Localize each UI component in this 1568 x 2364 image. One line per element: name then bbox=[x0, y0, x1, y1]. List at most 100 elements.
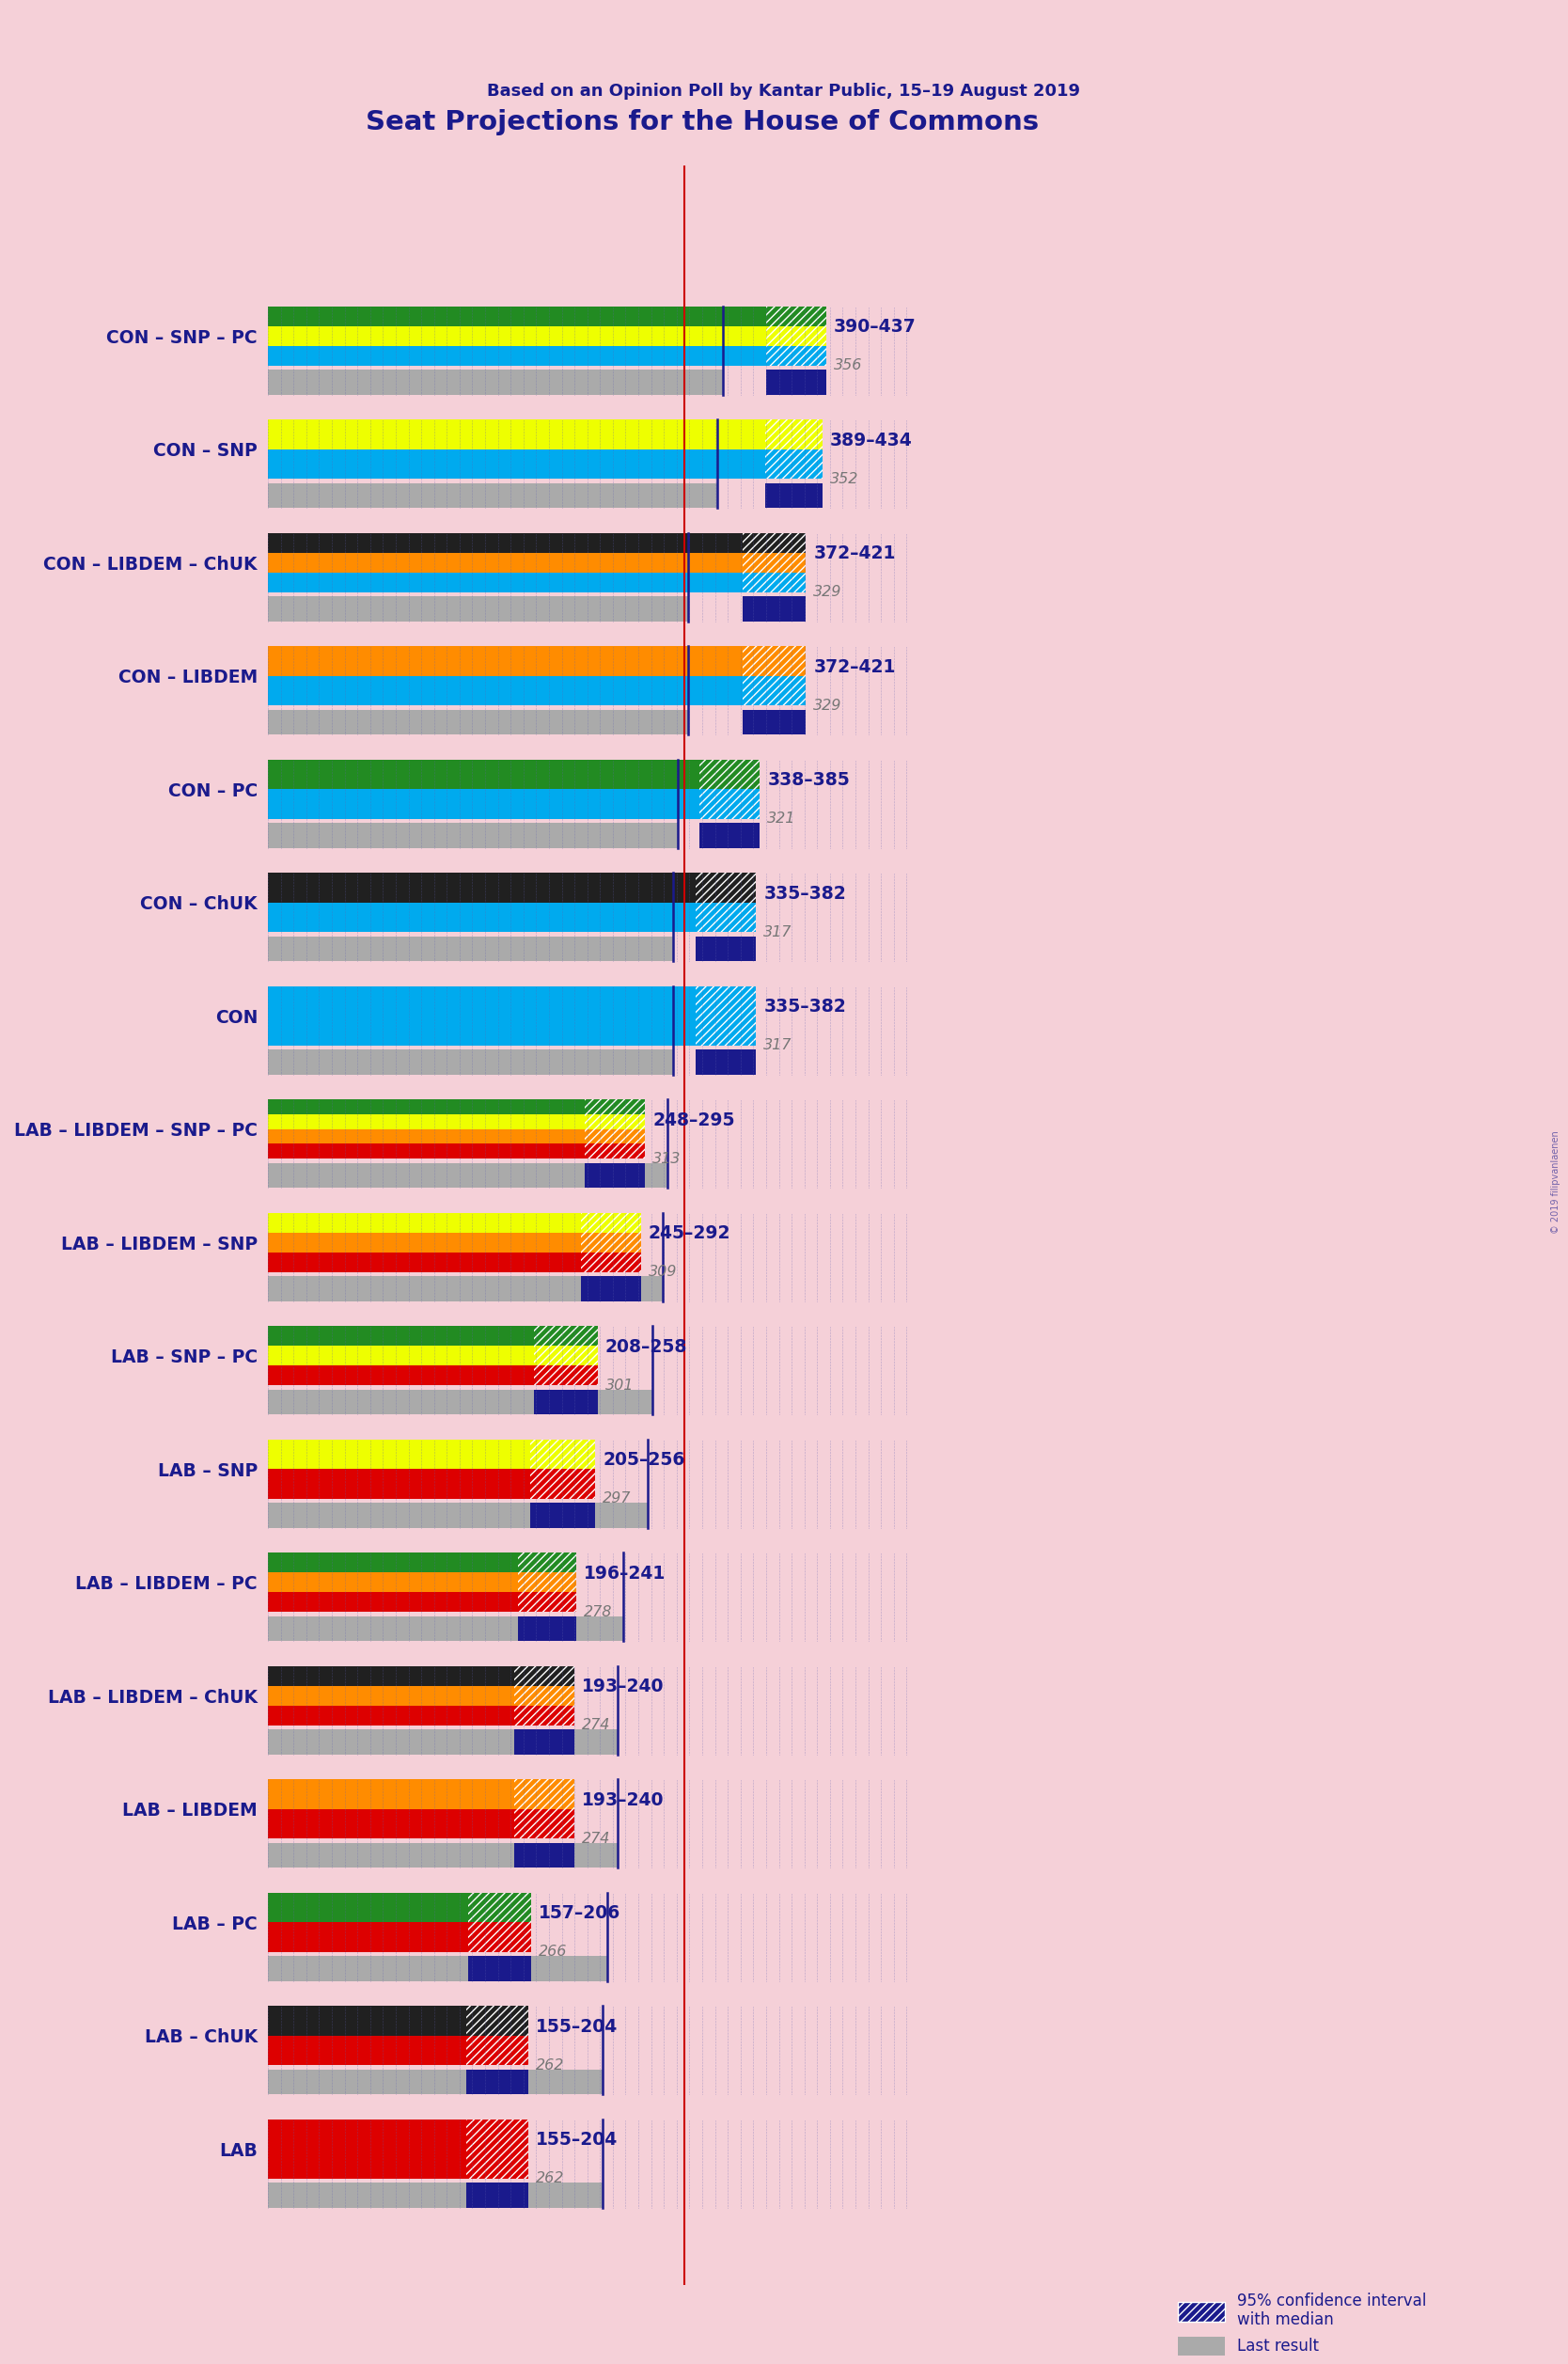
Text: 274: 274 bbox=[582, 1832, 610, 1846]
Text: 262: 262 bbox=[536, 2173, 564, 2184]
Bar bbox=[268, 1130, 585, 1144]
Bar bbox=[469, 1894, 532, 1922]
Bar bbox=[696, 903, 756, 931]
Text: 389–434: 389–434 bbox=[829, 430, 913, 449]
Bar bbox=[268, 1504, 648, 1527]
Bar bbox=[699, 790, 759, 818]
Bar bbox=[514, 1730, 574, 1754]
Bar bbox=[268, 1572, 519, 1593]
Bar bbox=[268, 1808, 514, 1839]
Text: 321: 321 bbox=[767, 811, 797, 825]
Bar bbox=[268, 2182, 602, 2208]
Bar bbox=[767, 326, 826, 345]
Bar bbox=[767, 307, 826, 326]
Text: 372–421: 372–421 bbox=[814, 657, 895, 676]
Text: 329: 329 bbox=[814, 697, 842, 712]
Bar bbox=[743, 709, 806, 735]
Bar bbox=[268, 449, 765, 478]
Text: 155–204: 155–204 bbox=[536, 2130, 618, 2149]
Text: 278: 278 bbox=[583, 1605, 612, 1619]
Bar bbox=[268, 1366, 533, 1385]
Bar bbox=[519, 1617, 575, 1641]
Bar bbox=[268, 1704, 514, 1726]
Bar bbox=[530, 1504, 594, 1527]
Bar bbox=[268, 421, 765, 449]
Bar bbox=[514, 1780, 574, 1808]
Bar bbox=[580, 1277, 641, 1300]
Bar bbox=[268, 326, 767, 345]
Bar bbox=[268, 1617, 622, 1641]
Text: 208–258: 208–258 bbox=[605, 1338, 687, 1355]
Bar bbox=[580, 1253, 641, 1272]
Bar bbox=[580, 1213, 641, 1232]
Bar bbox=[268, 903, 696, 931]
Bar bbox=[268, 823, 677, 849]
Bar bbox=[268, 572, 743, 591]
Text: 266: 266 bbox=[539, 1946, 568, 1960]
Bar bbox=[268, 1922, 469, 1953]
Bar bbox=[514, 1844, 574, 1868]
Text: 313: 313 bbox=[652, 1151, 681, 1165]
Bar bbox=[743, 572, 806, 591]
Bar bbox=[699, 823, 759, 849]
Bar bbox=[268, 1593, 519, 1612]
Bar bbox=[514, 1686, 574, 1704]
Bar bbox=[268, 596, 688, 622]
Bar bbox=[696, 872, 756, 903]
Bar bbox=[514, 1704, 574, 1726]
Bar bbox=[268, 1390, 652, 1414]
Bar bbox=[268, 2035, 466, 2066]
Bar bbox=[268, 307, 767, 326]
Bar bbox=[533, 1366, 597, 1385]
Bar bbox=[765, 482, 822, 508]
Text: 329: 329 bbox=[814, 584, 842, 598]
Bar bbox=[696, 936, 756, 962]
Bar bbox=[743, 532, 806, 553]
Bar bbox=[268, 1277, 663, 1300]
Bar bbox=[765, 449, 822, 478]
Bar bbox=[519, 1572, 575, 1593]
Bar bbox=[268, 645, 743, 676]
Bar bbox=[743, 553, 806, 572]
Bar bbox=[268, 1667, 514, 1686]
Text: Based on an Opinion Poll by Kantar Public, 15–19 August 2019: Based on an Opinion Poll by Kantar Publi… bbox=[488, 83, 1080, 99]
Bar bbox=[268, 1780, 514, 1808]
Bar bbox=[743, 676, 806, 704]
Text: 274: 274 bbox=[582, 1719, 610, 1733]
Bar bbox=[466, 2007, 528, 2035]
Text: 155–204: 155–204 bbox=[536, 2016, 618, 2035]
Title: Seat Projections for the House of Commons: Seat Projections for the House of Common… bbox=[365, 109, 1040, 135]
Text: 317: 317 bbox=[764, 1038, 792, 1052]
Bar bbox=[268, 1553, 519, 1572]
Bar bbox=[519, 1553, 575, 1572]
Bar bbox=[533, 1326, 597, 1345]
Bar bbox=[767, 345, 826, 366]
Bar bbox=[268, 532, 743, 553]
Bar bbox=[466, 2121, 528, 2177]
Bar bbox=[585, 1113, 644, 1130]
Bar bbox=[268, 872, 696, 903]
Bar bbox=[268, 709, 688, 735]
Bar bbox=[268, 345, 767, 366]
Bar bbox=[743, 645, 806, 676]
Bar bbox=[530, 1468, 594, 1499]
Bar bbox=[533, 1345, 597, 1366]
Bar bbox=[268, 2121, 466, 2177]
Bar bbox=[268, 1844, 618, 1868]
Bar bbox=[268, 2007, 466, 2035]
Text: 193–240: 193–240 bbox=[582, 1678, 665, 1695]
Bar bbox=[268, 936, 673, 962]
Bar bbox=[268, 1686, 514, 1704]
Bar bbox=[580, 1232, 641, 1253]
Bar bbox=[268, 759, 699, 790]
Bar bbox=[519, 1593, 575, 1612]
Bar bbox=[268, 1099, 585, 1113]
Bar bbox=[533, 1390, 597, 1414]
Text: 193–240: 193–240 bbox=[582, 1792, 665, 1808]
Bar bbox=[765, 421, 822, 449]
Text: 248–295: 248–295 bbox=[652, 1111, 735, 1130]
Bar bbox=[268, 676, 743, 704]
Bar bbox=[699, 759, 759, 790]
Text: 356: 356 bbox=[834, 359, 862, 374]
Bar bbox=[268, 1253, 580, 1272]
